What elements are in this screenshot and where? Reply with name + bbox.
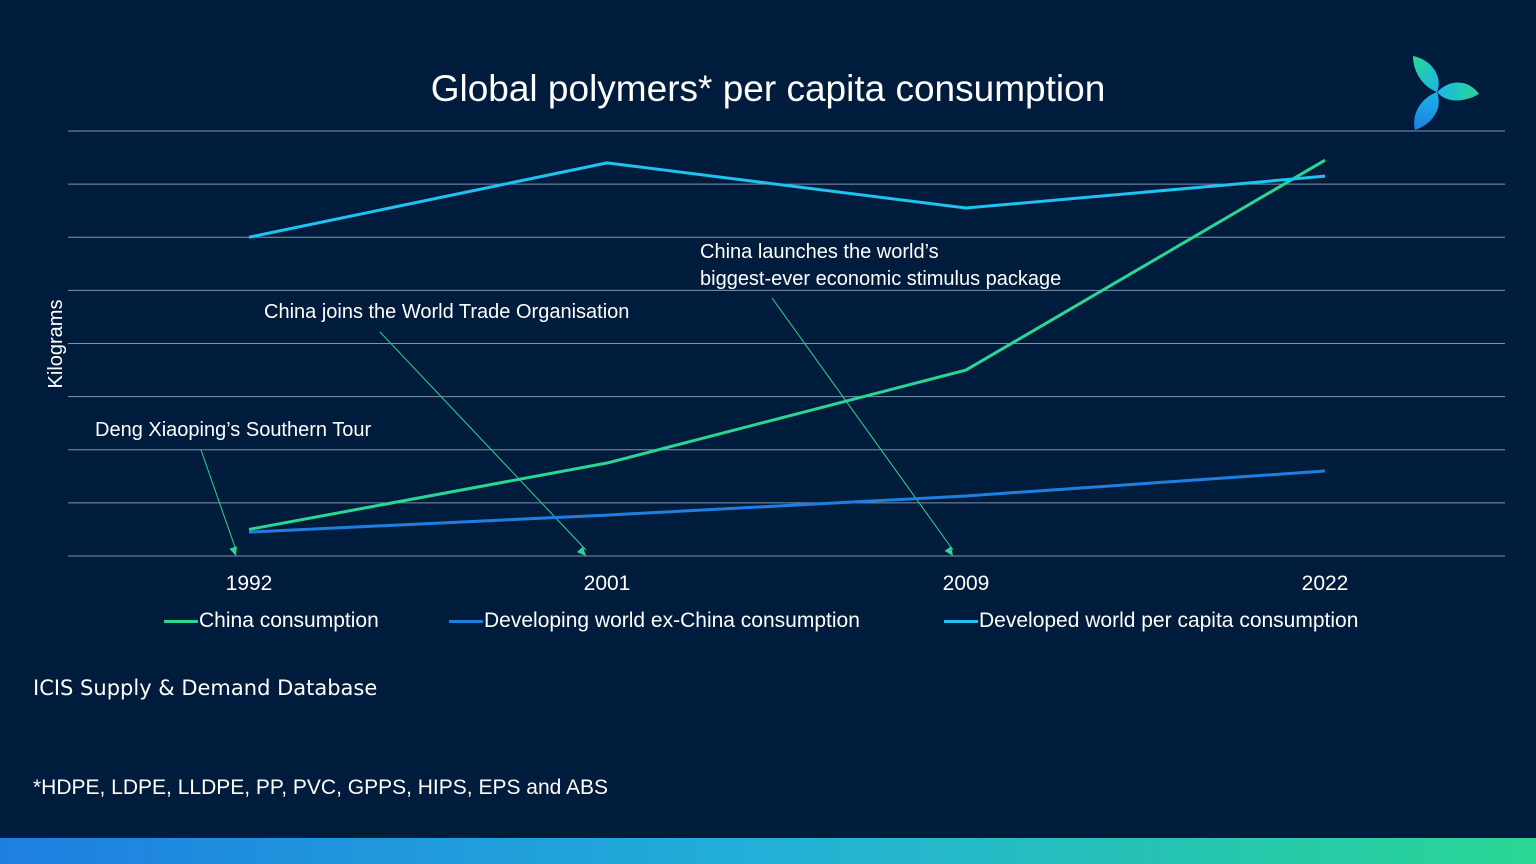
legend-swatch [449, 619, 483, 623]
legend-label: China consumption [199, 609, 379, 632]
x-tick-label: 2022 [1302, 572, 1349, 595]
annotation-leader-line [200, 449, 237, 551]
legend-label: Developing world ex-China consumption [484, 609, 860, 632]
legend-item: China consumption [164, 609, 379, 633]
x-tick-label: 1992 [226, 572, 273, 595]
annotation: Deng Xiaoping’s Southern Tour [95, 419, 371, 556]
annotation: China joins the World Trade Organisation [264, 301, 629, 556]
chart-title: Global polymers* per capita consumption [430, 68, 1106, 109]
annotation-text: biggest-ever economic stimulus package [700, 268, 1061, 290]
legend-item: Developed world per capita consumption [944, 609, 1358, 633]
legend-swatch [944, 619, 978, 623]
annotation-text: Deng Xiaoping’s Southern Tour [95, 419, 371, 441]
x-axis-ticks: 1992 2001 2009 2022 [226, 572, 1349, 595]
annotation-leader-line [379, 331, 587, 551]
x-tick-label: 2001 [584, 572, 631, 595]
series-line [248, 161, 1326, 239]
series-line [248, 469, 1326, 534]
annotation-arrowhead [576, 546, 586, 556]
footnote: *HDPE, LDPE, LLDPE, PP, PVC, GPPS, HIPS,… [33, 776, 609, 799]
y-axis-label: Kilograms [45, 300, 67, 389]
annotation-text: China joins the World Trade Organisation [264, 301, 629, 323]
bottom-gradient-bar [0, 838, 1536, 864]
trefoil-logo [1413, 56, 1479, 130]
legend-item: Developing world ex-China consumption [449, 609, 860, 633]
annotation-text: China launches the world’s [700, 241, 939, 263]
legend-swatch [164, 619, 198, 623]
source-note: ICIS Supply & Demand Database [33, 676, 378, 700]
x-tick-label: 2009 [943, 572, 990, 595]
chart-series [248, 158, 1326, 534]
line-chart: Deng Xiaoping’s Southern Tour China joins… [45, 130, 1505, 595]
annotation: China launches the world’s biggest-ever e… [700, 241, 1061, 556]
chart-gridlines [68, 130, 1505, 557]
chart-annotations: Deng Xiaoping’s Southern Tour China joins… [95, 241, 1061, 556]
annotation-leader-line [771, 297, 954, 551]
annotation-arrowhead [229, 546, 237, 556]
annotation-arrowhead [944, 546, 953, 556]
series-line [248, 158, 1326, 531]
legend-label: Developed world per capita consumption [979, 609, 1359, 632]
